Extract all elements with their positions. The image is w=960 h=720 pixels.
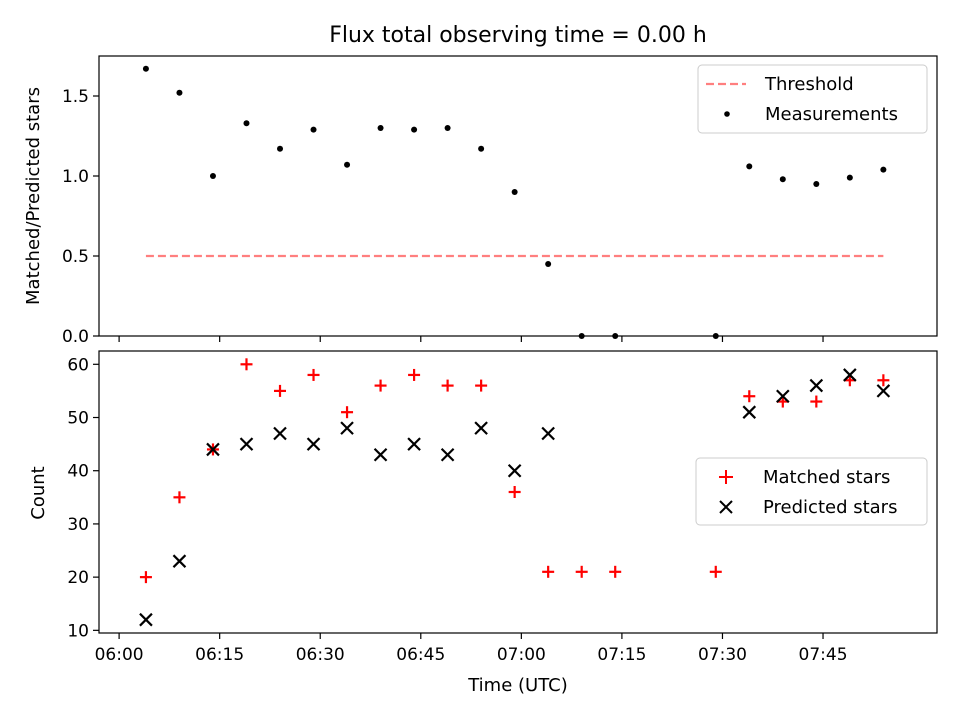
ratio-marks [142, 65, 887, 339]
measurement-point [310, 126, 317, 133]
legend-matched-label: Matched stars [763, 467, 890, 488]
ratio-y-axis-label: Matched/Predicted stars [23, 87, 44, 305]
predicted-star-point [139, 612, 153, 627]
measurement-point [746, 163, 753, 170]
predicted-star-point [373, 447, 388, 462]
x-tick-label: 06:00 [95, 645, 144, 665]
matched-star-point [139, 571, 152, 584]
measurement-point [344, 161, 351, 168]
x-tick-label: 07:00 [497, 645, 546, 665]
predicted-star-point [172, 554, 187, 568]
measurement-point [243, 120, 250, 127]
predicted-star-point [507, 463, 522, 478]
chart-title: Flux total observing time = 0.00 h [329, 23, 707, 48]
predicted-star-point [809, 378, 824, 393]
y-tick-label: 0.5 [62, 247, 89, 267]
measurement-point [377, 125, 384, 131]
predicted-star-point [239, 437, 254, 451]
count-y-axis: 10 20 30 40 50 60 [67, 355, 99, 641]
matched-star-point [508, 486, 521, 498]
count-legend-box [695, 457, 928, 526]
y-tick-label: 40 [67, 462, 89, 482]
x-axis-label: Time (UTC) [467, 675, 568, 696]
predicted-star-point [843, 368, 857, 382]
matched-star-point [240, 358, 253, 371]
predicted-star-point [474, 421, 488, 435]
count-x-axis: 06:00 06:15 06:30 06:45 07:00 07:15 07:30 07:45 [95, 633, 848, 665]
count-legend: Matched stars Predicted stars [695, 457, 928, 526]
predicted-star-point [776, 389, 790, 404]
matched-star-point [609, 565, 622, 578]
measurement-point [846, 174, 853, 181]
matched-star-point [810, 395, 823, 408]
y-tick-label: 20 [67, 568, 89, 588]
legend-predicted-marker [719, 500, 733, 514]
matched-star-point [307, 368, 320, 381]
predicted-star-point [407, 437, 421, 451]
matched-star-point [743, 390, 756, 403]
ratio-legend-box [697, 64, 928, 134]
matched-star-point [709, 565, 722, 578]
count-marks [139, 358, 891, 627]
matched-star-point [374, 379, 387, 392]
legend-measurements-marker [724, 111, 730, 117]
ratio-x-axis [118, 336, 824, 342]
predicted-star-point [340, 421, 354, 435]
x-tick-label: 06:30 [296, 645, 345, 665]
ratio-y-axis: 0.0 0.5 1.0 1.5 [62, 87, 99, 347]
predicted-star-point [306, 437, 321, 451]
legend-matched-marker [719, 470, 733, 484]
ratio-legend: Threshold Measurements [697, 64, 928, 134]
measurement-point [779, 176, 786, 183]
matched-star-point [173, 491, 186, 504]
count-y-axis-label: Count [28, 466, 49, 519]
predicted-star-point [876, 384, 891, 398]
y-tick-label: 50 [67, 409, 89, 429]
measurement-point [411, 126, 418, 133]
predicted-star-point [440, 447, 455, 462]
matched-star-point [341, 406, 354, 419]
measurement-point [545, 261, 552, 267]
matched-star-point [575, 565, 588, 578]
predicted-star-point [273, 426, 287, 441]
x-tick-label: 07:45 [799, 645, 848, 665]
y-tick-label: 60 [67, 355, 89, 375]
predicted-star-point [206, 442, 220, 457]
matched-star-point [475, 379, 488, 392]
count-plot-frame [98, 350, 938, 634]
x-tick-label: 07:30 [698, 645, 747, 665]
matched-star-point [274, 384, 287, 397]
measurement-point [277, 145, 284, 152]
matched-star-point [441, 379, 454, 392]
y-tick-label: 10 [67, 621, 89, 641]
y-tick-label: 1.5 [62, 87, 89, 107]
measurement-point [444, 125, 451, 131]
measurement-point [813, 181, 820, 187]
measurement-point [142, 65, 149, 72]
y-tick-label: 30 [67, 515, 89, 535]
predicted-star-point [541, 426, 555, 441]
measurement-point [176, 89, 183, 96]
ratio-plot-frame [98, 55, 938, 337]
legend-predicted-label: Predicted stars [763, 497, 897, 518]
measurement-point [209, 173, 216, 179]
x-tick-label: 06:15 [195, 645, 244, 665]
legend-threshold-label: Threshold [764, 74, 854, 95]
x-tick-label: 06:45 [396, 645, 445, 665]
x-tick-label: 07:15 [597, 645, 646, 665]
legend-measurements-label: Measurements [765, 104, 898, 125]
measurement-point [880, 166, 887, 173]
matched-star-point [877, 374, 890, 387]
matched-star-point [408, 368, 421, 381]
predicted-star-point [742, 405, 757, 419]
ratio-panel: 0.0 0.5 1.0 1.5 Matched/Predicted stars Thr… [23, 55, 938, 347]
y-tick-label: 0.0 [62, 327, 89, 347]
y-tick-label: 1.0 [62, 167, 89, 187]
measurement-point [511, 189, 518, 195]
measurement-point [478, 145, 485, 152]
count-panel: 10 20 30 40 50 60 06:00 06:15 06:30 06:45 07:00 07… [28, 350, 938, 696]
matched-star-point [542, 565, 555, 578]
